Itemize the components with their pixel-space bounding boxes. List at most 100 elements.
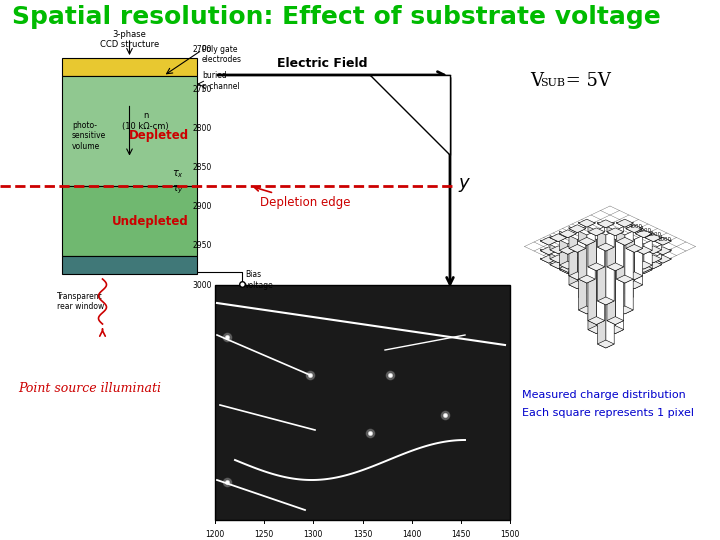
Polygon shape — [550, 235, 558, 242]
Polygon shape — [578, 222, 587, 227]
Polygon shape — [569, 272, 577, 278]
Polygon shape — [568, 231, 576, 238]
Polygon shape — [606, 240, 614, 305]
Polygon shape — [549, 249, 557, 255]
Polygon shape — [588, 326, 605, 334]
Polygon shape — [559, 231, 568, 238]
Polygon shape — [626, 245, 634, 280]
Polygon shape — [578, 231, 587, 245]
Polygon shape — [596, 245, 605, 325]
Bar — [62, 186, 197, 256]
Polygon shape — [558, 245, 567, 254]
Polygon shape — [626, 226, 634, 233]
Polygon shape — [654, 258, 663, 263]
Polygon shape — [598, 274, 614, 282]
Polygon shape — [569, 226, 577, 233]
Text: 2900: 2900 — [193, 202, 212, 211]
Polygon shape — [644, 249, 652, 269]
Polygon shape — [549, 240, 557, 245]
Polygon shape — [644, 258, 652, 272]
Polygon shape — [626, 270, 643, 278]
Polygon shape — [663, 240, 671, 245]
Polygon shape — [588, 235, 596, 271]
Polygon shape — [625, 222, 633, 227]
Text: 1350: 1350 — [353, 530, 372, 539]
Text: Depleted: Depleted — [129, 130, 189, 143]
Polygon shape — [607, 326, 624, 334]
Polygon shape — [606, 267, 614, 287]
Polygon shape — [616, 276, 625, 281]
Polygon shape — [559, 249, 568, 269]
Text: 1450: 1450 — [451, 530, 471, 539]
Polygon shape — [636, 246, 652, 254]
Polygon shape — [645, 255, 662, 263]
Polygon shape — [625, 231, 633, 245]
Polygon shape — [616, 238, 633, 245]
Text: Spatial resolution: Effect of substrate voltage: Spatial resolution: Effect of substrate … — [12, 5, 661, 29]
Polygon shape — [569, 225, 585, 233]
Polygon shape — [588, 273, 605, 281]
Polygon shape — [616, 273, 633, 281]
Polygon shape — [625, 276, 633, 281]
Polygon shape — [558, 262, 567, 269]
Polygon shape — [588, 245, 596, 325]
Polygon shape — [550, 245, 558, 254]
Polygon shape — [559, 230, 576, 238]
Polygon shape — [587, 231, 595, 245]
Polygon shape — [606, 276, 614, 282]
Polygon shape — [550, 234, 567, 242]
Polygon shape — [588, 226, 596, 236]
Text: SUB: SUB — [540, 78, 565, 88]
Polygon shape — [645, 235, 653, 242]
Polygon shape — [606, 222, 614, 228]
Polygon shape — [626, 281, 643, 289]
Polygon shape — [625, 258, 633, 301]
Text: 2950: 2950 — [193, 241, 212, 251]
Polygon shape — [644, 240, 652, 254]
Polygon shape — [606, 231, 614, 251]
Polygon shape — [644, 267, 652, 274]
Polygon shape — [598, 220, 614, 228]
Polygon shape — [598, 297, 614, 305]
Polygon shape — [636, 267, 644, 274]
Polygon shape — [626, 272, 643, 279]
Polygon shape — [626, 235, 634, 252]
Polygon shape — [636, 249, 644, 269]
Polygon shape — [625, 267, 633, 281]
Polygon shape — [541, 240, 549, 245]
Text: 3-phase
CCD structure: 3-phase CCD structure — [100, 30, 159, 49]
Text: $\tau_y$: $\tau_y$ — [172, 184, 184, 196]
Polygon shape — [577, 262, 585, 279]
Polygon shape — [596, 253, 605, 334]
Polygon shape — [636, 266, 652, 274]
Polygon shape — [569, 281, 585, 289]
Polygon shape — [607, 263, 624, 271]
Polygon shape — [616, 275, 633, 283]
Polygon shape — [588, 290, 605, 298]
Polygon shape — [645, 246, 662, 254]
Polygon shape — [568, 249, 576, 269]
Polygon shape — [607, 228, 624, 236]
Polygon shape — [607, 245, 616, 325]
Polygon shape — [577, 272, 585, 278]
Text: Bias
voltage: Bias voltage — [245, 271, 274, 289]
Polygon shape — [569, 270, 585, 278]
Text: Point source illuminati: Point source illuminati — [18, 382, 161, 395]
Polygon shape — [626, 245, 643, 252]
Polygon shape — [578, 249, 587, 314]
Polygon shape — [636, 240, 644, 254]
Text: 2800: 2800 — [193, 124, 212, 133]
Polygon shape — [607, 226, 616, 236]
Polygon shape — [559, 266, 576, 274]
Polygon shape — [598, 315, 614, 323]
Polygon shape — [644, 231, 652, 238]
Polygon shape — [636, 231, 644, 238]
Polygon shape — [636, 258, 644, 272]
Polygon shape — [616, 219, 633, 227]
Polygon shape — [654, 240, 663, 245]
Polygon shape — [616, 267, 625, 281]
Bar — [215, 285, 510, 520]
Polygon shape — [550, 246, 567, 254]
Polygon shape — [577, 226, 585, 233]
Polygon shape — [569, 245, 577, 280]
